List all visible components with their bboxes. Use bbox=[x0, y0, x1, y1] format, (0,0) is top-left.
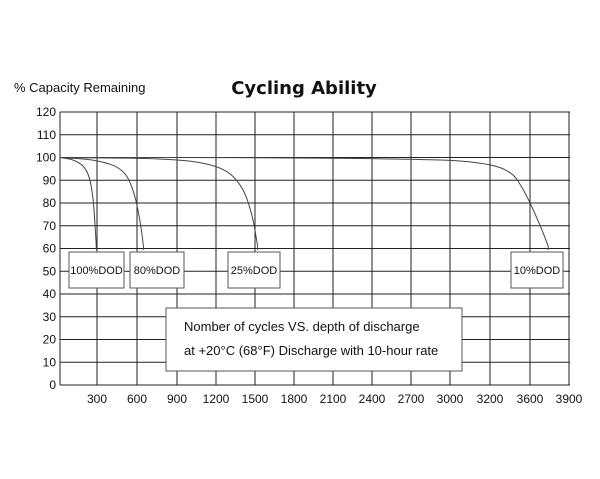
series-label-box-25%DOD bbox=[227, 251, 281, 289]
series-line-25%DOD bbox=[59, 157, 259, 247]
series-line-10%DOD bbox=[60, 156, 549, 247]
x-tick-label-600: 600 bbox=[127, 392, 147, 406]
x-tick-label-900: 900 bbox=[167, 392, 187, 406]
x-tick-label-2700: 2700 bbox=[398, 392, 425, 406]
series-label-10%DOD: 10%DOD bbox=[514, 265, 561, 277]
x-tick-label-300: 300 bbox=[87, 392, 107, 406]
curves bbox=[59, 156, 549, 250]
series-label-25%DOD: 25%DOD bbox=[231, 265, 278, 277]
y-tick-label-90: 90 bbox=[43, 173, 57, 187]
annotation-line-1: Nomber of cycles VS. depth of discharge bbox=[184, 319, 420, 334]
series-label-box-100%DOD bbox=[68, 251, 125, 289]
series-labels: 100%DOD 80%DOD 25%DOD 10%DOD bbox=[68, 251, 564, 289]
y-tick-label-60: 60 bbox=[43, 242, 57, 256]
y-tick-label-30: 30 bbox=[43, 310, 57, 324]
y-tick-label-70: 70 bbox=[43, 219, 57, 233]
y-tick-label-100: 100 bbox=[36, 151, 56, 165]
x-tick-label-1800: 1800 bbox=[281, 392, 308, 406]
y-tick-label-80: 80 bbox=[43, 196, 57, 210]
tick-labels: 0 10 20 30 40 50 60 70 80 90 100 110 120 300 600 900 120… bbox=[36, 105, 583, 406]
y-tick-label-40: 40 bbox=[43, 287, 57, 301]
x-tick-label-2100: 2100 bbox=[320, 392, 347, 406]
y-tick-label-110: 110 bbox=[37, 128, 56, 142]
series-line-100%DOD bbox=[59, 157, 97, 249]
series-line-80%DOD bbox=[59, 157, 145, 249]
x-tick-label-1200: 1200 bbox=[203, 392, 230, 406]
annotation-box: Nomber of cycles VS. depth of discharge … bbox=[165, 307, 463, 372]
y-tick-label-50: 50 bbox=[43, 264, 57, 278]
chart-title: Cycling Ability bbox=[231, 78, 377, 99]
x-tick-label-2400: 2400 bbox=[359, 392, 386, 406]
y-axis-label: % Capacity Remaining bbox=[14, 80, 146, 95]
x-tick-label-1500: 1500 bbox=[242, 392, 269, 406]
x-tick-label-3200: 3200 bbox=[477, 392, 504, 406]
series-label-box-80%DOD bbox=[129, 251, 185, 289]
x-tick-label-3000: 3000 bbox=[437, 392, 464, 406]
annotation-line-2: at +20°C (68°F) Discharge with 10-hour r… bbox=[184, 343, 438, 358]
annotation-frame bbox=[165, 307, 463, 372]
x-tick-label-3600: 3600 bbox=[517, 392, 544, 406]
y-tick-label-0: 0 bbox=[49, 378, 56, 392]
series-label-80%DOD: 80%DOD bbox=[134, 265, 181, 277]
y-tick-label-20: 20 bbox=[43, 333, 57, 347]
series-label-box-10%DOD bbox=[510, 251, 564, 289]
series-label-100%DOD: 100%DOD bbox=[70, 265, 123, 277]
y-tick-label-120: 120 bbox=[36, 105, 56, 119]
y-tick-label-10: 10 bbox=[43, 355, 57, 369]
x-tick-label-3900: 3900 bbox=[556, 392, 583, 406]
